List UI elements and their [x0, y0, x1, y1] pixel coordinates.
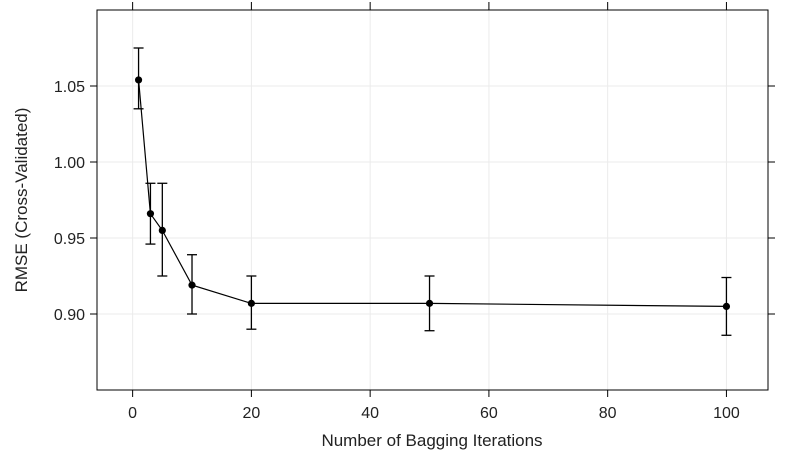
- y-tick-label: 1.00: [54, 155, 85, 172]
- x-tick-label: 100: [713, 405, 740, 422]
- data-point: [425, 299, 434, 307]
- x-tick-label: 60: [480, 405, 498, 422]
- data-point: [247, 299, 255, 307]
- data-point: [134, 76, 143, 84]
- x-axis-title: Number of Bagging Iterations: [321, 431, 542, 450]
- axis-ticks: 0 20 40 60 80 100 0.90 0.95 1.00 1.05: [54, 2, 775, 422]
- data-point: [722, 302, 731, 310]
- y-tick-label: 0.90: [54, 307, 85, 324]
- x-tick-label: 20: [242, 405, 260, 422]
- data-series: [133, 47, 732, 336]
- series-line: [138, 79, 727, 307]
- data-point: [158, 226, 166, 234]
- data-point: [188, 281, 196, 289]
- y-tick-label: 0.95: [54, 231, 85, 248]
- y-tick-label: 1.05: [54, 79, 85, 96]
- x-tick-label: 80: [599, 405, 617, 422]
- data-point: [146, 210, 155, 218]
- grid-lines: [97, 10, 768, 390]
- y-axis-title: RMSE (Cross-Validated): [12, 108, 31, 293]
- plot-frame: [96, 9, 769, 391]
- x-tick-label: 40: [361, 405, 379, 422]
- x-tick-label: 0: [128, 405, 137, 422]
